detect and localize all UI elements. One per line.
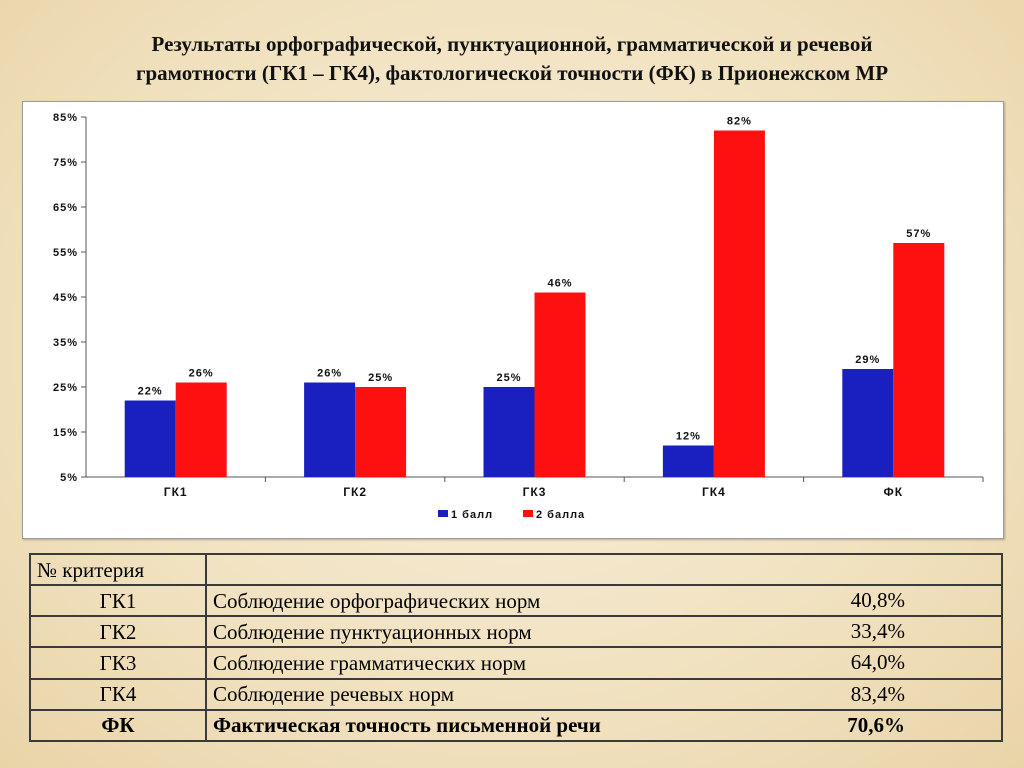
y-tick-label: 35% [53, 337, 78, 349]
criterion-description: Соблюдение грамматических норм [213, 651, 526, 675]
data-label: 26% [189, 368, 214, 380]
table-header-row: № критерия [30, 554, 1002, 585]
y-tick-label: 55% [53, 247, 78, 259]
y-tick-label: 5% [60, 472, 78, 484]
data-label: 25% [368, 372, 393, 384]
criterion-description-cell: Соблюдение пунктуационных норм 33,4% [206, 616, 1002, 647]
y-tick-label: 65% [53, 202, 78, 214]
y-tick-label: 15% [53, 427, 78, 439]
legend-swatch [438, 510, 448, 517]
y-tick-label: 75% [53, 157, 78, 169]
criteria-table: № критерия ГК1 Соблюдение орфографически… [29, 553, 1003, 742]
criterion-code: ГК1 [30, 585, 206, 616]
x-tick-label: ГК4 [702, 485, 726, 499]
bar-1-ball [304, 383, 355, 478]
bar-1-ball [125, 401, 176, 478]
bar-2-balla [714, 131, 765, 478]
data-label: 26% [317, 368, 342, 380]
header-description [206, 554, 1002, 585]
x-tick-label: ГК3 [523, 485, 547, 499]
title-line-2: грамотности (ГК1 – ГК4), фактологической… [0, 59, 1024, 88]
criterion-code: ГК4 [30, 679, 206, 710]
criterion-code: ФК [30, 710, 206, 741]
table-row: ГК4 Соблюдение речевых норм 83,4% [30, 679, 1002, 710]
x-tick-label: ГК2 [343, 485, 367, 499]
criterion-percent: 40,8% [851, 587, 905, 613]
title-line-1: Результаты орфографической, пунктуационн… [0, 30, 1024, 59]
data-label: 57% [906, 228, 931, 240]
y-tick-label: 45% [53, 292, 78, 304]
criterion-percent: 64,0% [851, 649, 905, 675]
criterion-percent: 70,6% [847, 712, 905, 738]
criterion-description: Соблюдение пунктуационных норм [213, 620, 532, 644]
criterion-description-cell: Соблюдение речевых норм 83,4% [206, 679, 1002, 710]
bar-2-balla [176, 383, 227, 478]
x-tick-label: ГК1 [164, 485, 188, 499]
bar-2-balla [355, 387, 406, 477]
legend-label: 2 балла [536, 509, 585, 521]
bar-1-ball [663, 446, 714, 478]
criterion-code: ГК3 [30, 647, 206, 678]
criterion-description-cell: Соблюдение грамматических норм 64,0% [206, 647, 1002, 678]
table-row: ГК3 Соблюдение грамматических норм 64,0% [30, 647, 1002, 678]
y-tick-label: 85% [53, 112, 78, 124]
criterion-description: Соблюдение речевых норм [213, 682, 454, 706]
table-row: ГК2 Соблюдение пунктуационных норм 33,4% [30, 616, 1002, 647]
criterion-description: Фактическая точность письменной речи [213, 713, 601, 737]
bar-1-ball [484, 387, 535, 477]
data-label: 46% [547, 278, 572, 290]
legend-label: 1 балл [451, 509, 493, 521]
legend-swatch [523, 510, 533, 517]
chart-canvas: 5% 15% 25% 35% 45% 55% 65% 75% 85% ГК1 22% 26% ГК2 26… [23, 102, 1003, 538]
data-label: 82% [727, 116, 752, 128]
criterion-description-cell: Соблюдение орфографических норм 40,8% [206, 585, 1002, 616]
criterion-description-cell: Фактическая точность письменной речи 70,… [206, 710, 1002, 741]
table-row: ФК Фактическая точность письменной речи … [30, 710, 1002, 741]
bar-1-ball [842, 369, 893, 477]
data-label: 22% [138, 386, 163, 398]
bar-2-balla [535, 293, 586, 478]
page-title: Результаты орфографической, пунктуационн… [0, 30, 1024, 88]
y-tick-label: 25% [53, 382, 78, 394]
criterion-description: Соблюдение орфографических норм [213, 589, 540, 613]
criterion-code: ГК2 [30, 616, 206, 647]
criterion-percent: 33,4% [851, 618, 905, 644]
criterion-percent: 83,4% [851, 681, 905, 707]
data-label: 12% [676, 431, 701, 443]
header-criterion-number: № критерия [30, 554, 206, 585]
table-row: ГК1 Соблюдение орфографических норм 40,8… [30, 585, 1002, 616]
bar-chart: 5% 15% 25% 35% 45% 55% 65% 75% 85% ГК1 22% 26% ГК2 26… [22, 101, 1004, 539]
x-tick-label: ФК [884, 485, 904, 499]
bar-2-balla [893, 243, 944, 477]
data-label: 29% [855, 354, 880, 366]
data-label: 25% [496, 372, 521, 384]
